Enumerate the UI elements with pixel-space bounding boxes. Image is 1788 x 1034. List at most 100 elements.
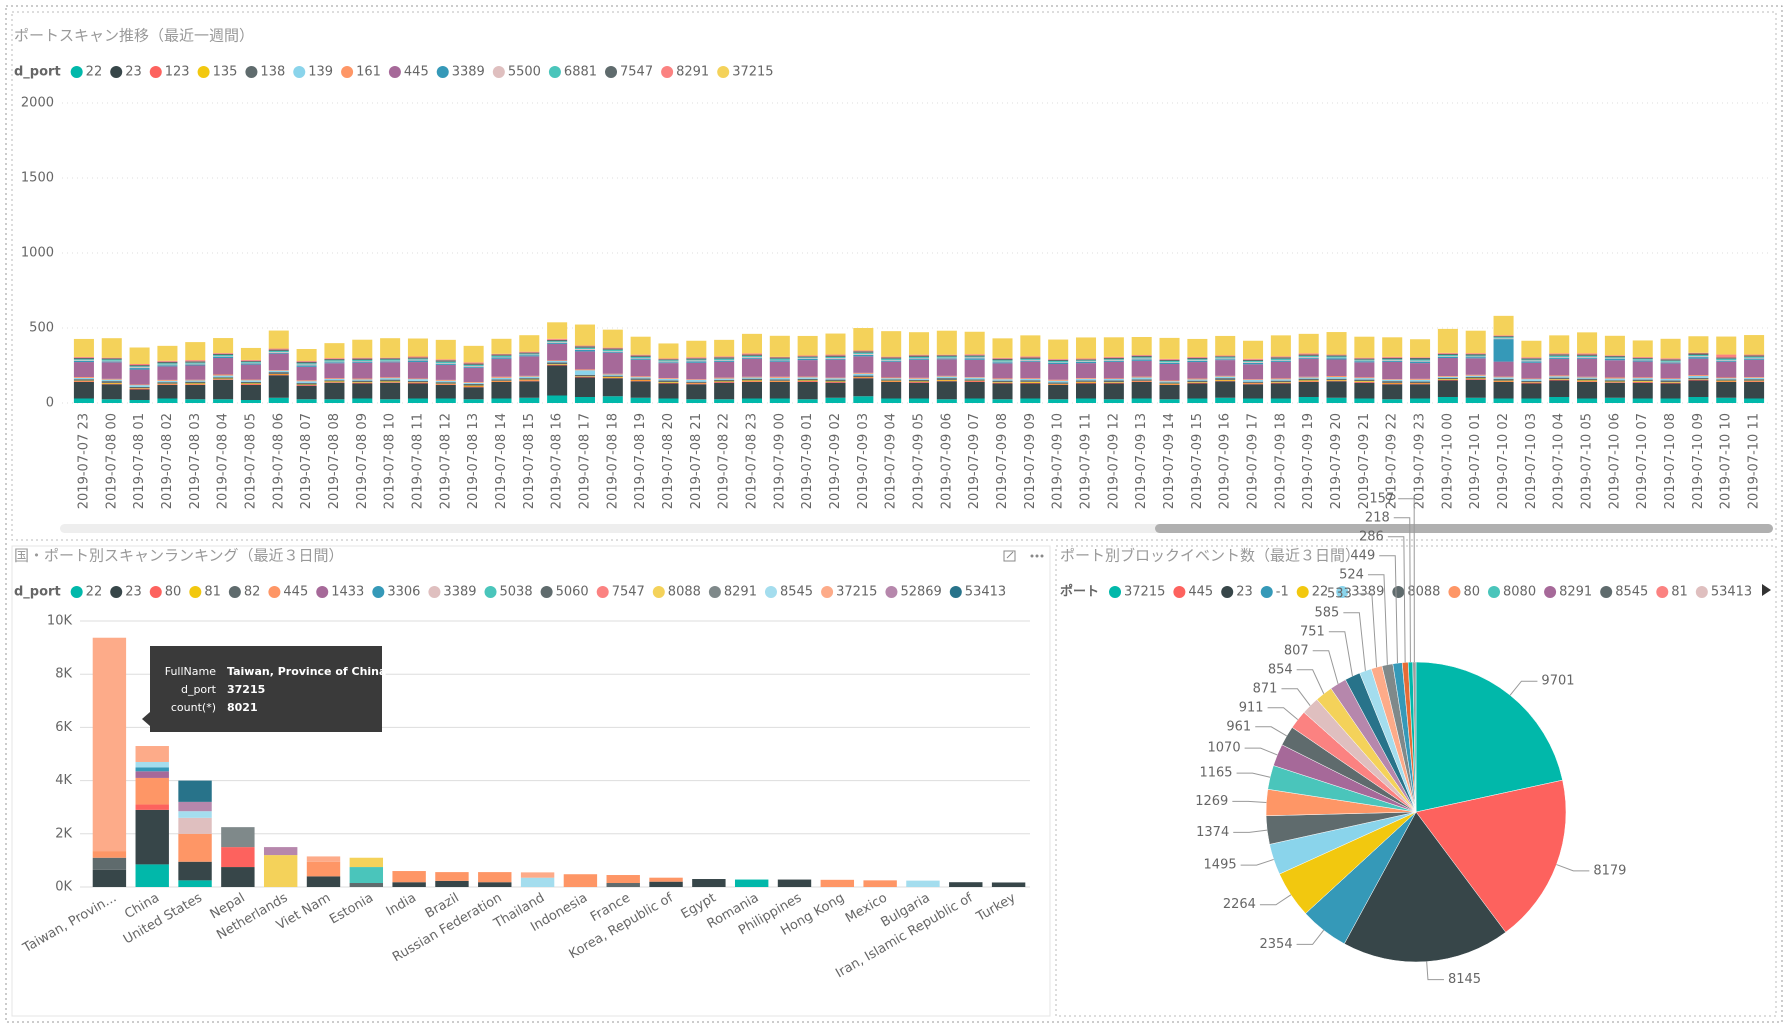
bar-segment bbox=[1688, 375, 1709, 376]
bar-segment bbox=[352, 380, 373, 383]
bar-segment bbox=[1215, 380, 1236, 382]
bar-segment bbox=[1187, 398, 1208, 403]
bar-segment bbox=[221, 827, 255, 848]
bar-segment bbox=[1270, 356, 1291, 358]
legend-label: 22 bbox=[86, 585, 103, 600]
bar-segment bbox=[1075, 398, 1097, 403]
bar-segment bbox=[547, 342, 568, 343]
bar-segment bbox=[630, 379, 651, 381]
bar-segment bbox=[352, 339, 373, 358]
legend-swatch bbox=[1109, 586, 1122, 598]
bar-segment bbox=[1493, 337, 1514, 339]
bar-segment bbox=[741, 377, 763, 379]
bar-segment bbox=[1326, 380, 1347, 382]
bar-segment bbox=[1521, 360, 1542, 362]
data-label: 218 bbox=[1365, 510, 1390, 525]
bar-segment bbox=[1270, 380, 1291, 383]
bar-segment bbox=[1326, 377, 1347, 379]
x-tick-label: 2019-07-10 04 bbox=[1552, 413, 1567, 509]
bar-segment bbox=[263, 847, 298, 856]
bar-segment bbox=[1020, 361, 1041, 379]
bar-segment bbox=[324, 361, 345, 363]
bar-segment bbox=[1131, 376, 1152, 378]
bar-segment bbox=[992, 383, 1013, 400]
bar-segment bbox=[936, 399, 957, 403]
bar-segment bbox=[1270, 382, 1291, 384]
bar-segment bbox=[1493, 398, 1514, 403]
bar-segment bbox=[435, 379, 456, 381]
bar-segment bbox=[101, 360, 122, 362]
bar-segment bbox=[463, 363, 484, 365]
bar-segment bbox=[129, 367, 150, 369]
legend-swatch bbox=[197, 66, 210, 78]
bar-segment bbox=[519, 356, 540, 376]
bar-segment bbox=[1465, 357, 1486, 359]
legend-label: 5038 bbox=[500, 585, 533, 600]
x-tick-label: Estonia bbox=[327, 891, 376, 928]
bar-segment bbox=[1048, 384, 1069, 385]
bar-segment bbox=[491, 355, 512, 357]
bar-segment bbox=[392, 871, 426, 883]
bar-segment bbox=[129, 347, 150, 364]
bar-segment bbox=[1354, 381, 1375, 383]
bar-segment bbox=[777, 879, 812, 887]
bar-segment bbox=[296, 385, 317, 386]
leader-line bbox=[1509, 680, 1538, 696]
legend-label: -1 bbox=[1276, 585, 1289, 600]
bar-segment bbox=[992, 382, 1013, 383]
scrollbar-thumb[interactable] bbox=[1155, 524, 1773, 533]
bar-segment bbox=[435, 339, 456, 360]
bar-segment bbox=[1410, 358, 1431, 360]
bar-segment bbox=[853, 354, 874, 357]
legend-label: 3389 bbox=[443, 585, 476, 600]
bar-segment bbox=[1632, 381, 1653, 383]
bar-segment bbox=[1577, 376, 1598, 378]
legend-next-arrow[interactable] bbox=[1762, 584, 1771, 596]
bar-segment bbox=[1131, 379, 1152, 381]
bar-segment bbox=[1048, 380, 1069, 383]
bar-segment bbox=[1075, 361, 1097, 362]
bar-segment bbox=[881, 381, 902, 382]
bar-segment bbox=[1660, 359, 1681, 361]
bar-segment bbox=[563, 874, 598, 887]
bar-segment bbox=[825, 358, 846, 359]
bar-segment bbox=[1688, 376, 1709, 378]
bar-segment bbox=[658, 380, 679, 383]
bar-segment bbox=[1298, 358, 1319, 377]
legend-label: 8080 bbox=[1503, 585, 1536, 600]
bar-segment bbox=[135, 809, 169, 865]
bar-segment bbox=[825, 333, 846, 355]
legend-swatch bbox=[540, 586, 553, 598]
bar-segment bbox=[157, 385, 178, 399]
more-options[interactable] bbox=[1030, 554, 1044, 558]
bar-segment bbox=[1660, 380, 1681, 383]
bar-segment bbox=[1215, 357, 1236, 359]
bar-segment bbox=[1159, 358, 1180, 360]
x-tick-label: 2019-07-09 11 bbox=[1079, 413, 1094, 509]
bar-segment bbox=[263, 855, 298, 887]
bar-segment bbox=[630, 356, 651, 358]
x-tick-label: 2019-07-08 12 bbox=[438, 413, 453, 509]
bar-segment bbox=[1549, 397, 1570, 403]
bar-segment bbox=[1577, 357, 1598, 359]
panel-border[interactable] bbox=[11, 545, 1051, 1017]
bar-segment bbox=[1716, 380, 1737, 382]
legend-label: 5500 bbox=[508, 65, 541, 80]
bar-segment bbox=[1465, 379, 1486, 380]
data-label: 533 bbox=[1327, 586, 1352, 601]
bar-segment bbox=[1131, 358, 1152, 360]
bar-segment bbox=[324, 399, 345, 403]
y-tick-label: 1500 bbox=[21, 171, 54, 186]
y-tick-label: 0 bbox=[46, 396, 54, 411]
focus-icon[interactable] bbox=[1003, 550, 1016, 562]
bar-segment bbox=[630, 381, 651, 398]
legend-swatch bbox=[949, 586, 962, 598]
bar-segment bbox=[435, 363, 456, 365]
data-label: 854 bbox=[1268, 662, 1293, 677]
x-tick-label: 2019-07-08 01 bbox=[132, 413, 147, 509]
bar-segment bbox=[129, 368, 150, 370]
bar-segment bbox=[714, 339, 735, 357]
bar-segment bbox=[1437, 377, 1458, 380]
bar-segment bbox=[1159, 399, 1180, 403]
bar-segment bbox=[1131, 382, 1152, 399]
